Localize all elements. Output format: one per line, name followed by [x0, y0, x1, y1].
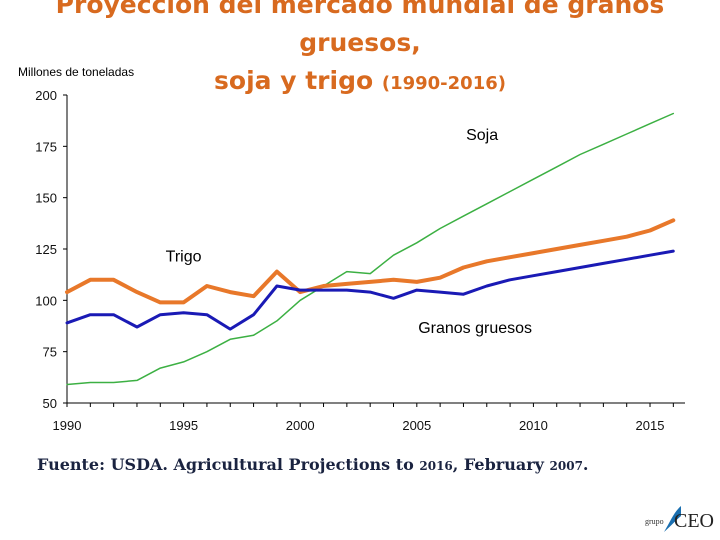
x-tick-label: 2010 [519, 418, 548, 433]
x-tick-label: 2000 [286, 418, 315, 433]
series-line-granos-gruesos [65, 249, 675, 331]
y-tick-label: 175 [35, 139, 57, 154]
x-tick-label: 1990 [53, 418, 82, 433]
logo-prefix: grupo [645, 517, 664, 526]
series-line-soja [66, 112, 675, 386]
grupo-ceo-logo: grupo CEO [640, 502, 718, 538]
y-tick-label: 150 [35, 191, 57, 206]
source-end: . [582, 455, 589, 474]
source-mid: , February [452, 455, 544, 474]
series-line-trigo [65, 218, 676, 305]
x-tick-label: 2015 [636, 418, 665, 433]
source-year2: 2007 [549, 459, 583, 473]
source-note: Fuente: USDA. Agricultural Projections t… [37, 455, 589, 474]
y-axis-unit-label: Millones de toneladas [18, 65, 135, 79]
y-tick-label: 75 [43, 345, 57, 360]
chart-title-line2: soja y trigo [214, 66, 374, 95]
x-tick-label: 2005 [402, 418, 431, 433]
logo-wordmark: CEO [674, 510, 714, 532]
y-tick-label: 125 [35, 242, 57, 257]
y-tick-label: 50 [43, 396, 57, 411]
chart-title-years: (1990-2016) [381, 73, 506, 94]
chart-title-line1: Proyección del mercado mundial de granos… [55, 0, 665, 57]
series-label-soja: Soja [466, 127, 498, 144]
y-tick-label: 200 [35, 88, 57, 103]
y-tick-label: 100 [35, 293, 57, 308]
series-label-trigo: Trigo [166, 248, 202, 265]
chart-title: Proyección del mercado mundial de granos… [0, 0, 720, 103]
source-year1: 2016 [419, 459, 453, 473]
x-tick-label: 1995 [169, 418, 198, 433]
series-label-granos-gruesos: Granos gruesos [418, 320, 532, 337]
logo-mark-icon [664, 506, 681, 532]
source-main: Fuente: USDA. Agricultural Projections t… [37, 455, 414, 474]
